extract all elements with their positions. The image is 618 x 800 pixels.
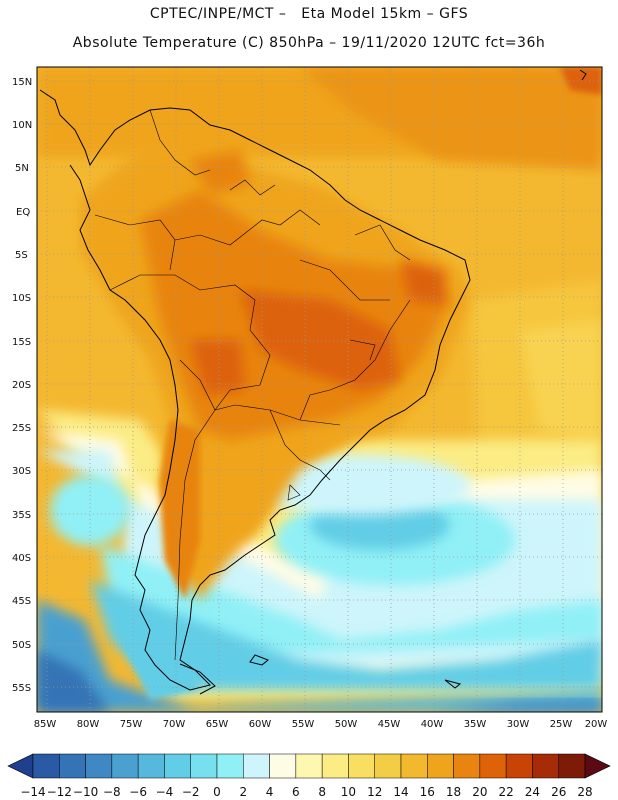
lon-label: 60W [249,719,272,730]
lat-label: EQ [16,207,30,218]
lat-label: 30S [12,466,31,477]
country-borders [94,109,411,661]
colorbar-high-arrow [584,753,611,779]
colorbar-cell [505,753,533,779]
colorbar-label: 12 [367,785,382,799]
lon-label: 55W [292,719,315,730]
lat-label: 10N [12,120,32,131]
lat-label: 20S [12,380,31,391]
lon-label: 45W [378,719,401,730]
colorbar-label: 16 [420,785,435,799]
lon-label: 40W [421,719,444,730]
colorbar-cell [479,753,507,779]
longitude-labels: 85W 80W 75W 70W 65W 60W 55W 50W 45W 40W … [34,719,608,730]
map-frame [36,66,603,713]
colorbar-label: −10 [73,785,98,799]
colorbar-label: 24 [525,785,540,799]
lon-label: 85W [34,719,57,730]
lon-label: 75W [120,719,143,730]
lat-label: 5S [15,250,28,261]
lat-label: 25S [12,423,31,434]
colorbar-label: −12 [47,785,72,799]
colorbar-label: 26 [551,785,566,799]
colorbar-label: 6 [292,785,300,799]
colorbar-cell [137,753,165,779]
colorbar-label: 20 [472,785,487,799]
colorbar-cell [59,753,86,779]
colorbar-label: 0 [213,785,221,799]
lon-label: 30W [507,719,530,730]
lat-label: 5N [15,163,29,174]
colorbar-low-arrow [7,753,34,779]
lon-label: 25W [550,719,573,730]
latitude-labels: 15N 10N 5N EQ 5S 10S 15S 20S 25S 30S 35S… [12,77,32,694]
colorbar-cell [111,753,139,779]
colorbar-cell [32,753,60,779]
coastlines [39,69,587,695]
colorbar-label: 22 [499,785,514,799]
colorbar-cell [532,753,559,779]
colorbar-label: −2 [182,785,200,799]
colorbar-cell [85,753,113,779]
colorbar-label: 8 [318,785,326,799]
colorbar-cell [321,753,349,779]
colorbar-cell [400,753,428,779]
lon-label: 65W [206,719,229,730]
lat-label: 35S [12,510,31,521]
lat-label: 15N [12,77,32,88]
colorbar-cell [427,753,454,779]
colorbar-label: −6 [129,785,147,799]
lat-label: 50S [12,640,31,651]
colorbar-label: −4 [156,785,174,799]
colorbar-label: 10 [341,785,356,799]
lon-label: 80W [77,719,100,730]
colorbar-cell [243,753,270,779]
colorbar-label: 2 [239,785,247,799]
colorbar-cell [190,753,218,779]
lon-label: 70W [163,719,186,730]
colorbar-label: −14 [20,785,45,799]
lat-label: 10S [12,293,31,304]
colorbar-label: 18 [446,785,461,799]
colorbar-cell [558,753,586,779]
lon-label: 50W [335,719,358,730]
lat-label: 40S [12,553,31,564]
colorbar-cell [374,753,402,779]
colorbar-cell [348,753,375,779]
lat-label: 45S [12,596,31,607]
colorbar: −14 −12 −10 −8 −6 −4 −2 0 2 4 6 8 10 12 14 16 18 20 22 24 26… [7,753,611,799]
colorbar-label: −8 [103,785,121,799]
colorbar-cell [295,753,323,779]
lon-label: 20W [585,719,608,730]
colorbar-label: 4 [266,785,274,799]
title-line-1: CPTEC/INPE/MCT – Eta Model 15km – GFS [149,6,469,22]
temperature-field [37,67,602,712]
colorbar-cell [453,753,481,779]
colorbar-cell [164,753,191,779]
title-line-2: Absolute Temperature (C) 850hPa – 19/11/… [72,35,546,51]
lat-label: 55S [12,683,31,694]
lon-label: 35W [464,719,487,730]
colorbar-cell [216,753,244,779]
colorbar-label: 28 [577,785,592,799]
colorbar-label: 14 [393,785,408,799]
lat-label: 15S [12,337,31,348]
colorbar-cell [269,753,297,779]
